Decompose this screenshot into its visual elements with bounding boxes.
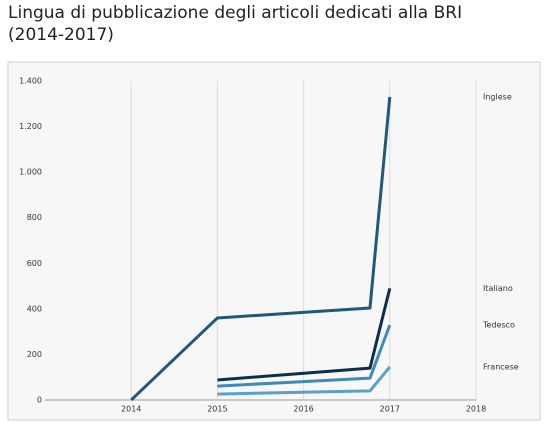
y-tick-label: 200 <box>27 350 42 359</box>
y-tick-label: 800 <box>27 213 42 222</box>
series-line <box>217 324 392 388</box>
y-tick-label: 1.200 <box>19 122 42 131</box>
x-tick-label: 2014 <box>121 405 141 414</box>
y-tick-label: 1.400 <box>19 77 42 86</box>
y-tick-label: 600 <box>27 259 42 268</box>
y-tick-label: 0 <box>37 396 42 405</box>
chart-frame <box>7 61 541 421</box>
y-tick-label: 1.000 <box>19 168 42 177</box>
series-label: Francese <box>483 362 519 371</box>
series-label: Inglese <box>483 92 512 101</box>
series-line <box>217 287 392 382</box>
y-tick-label: 400 <box>27 304 42 313</box>
series-line <box>217 366 391 396</box>
x-tick-label: 2017 <box>380 405 400 414</box>
chart-title: Lingua di pubblicazione degli articoli d… <box>8 3 463 45</box>
series-line <box>130 96 392 402</box>
x-tick-label: 2016 <box>293 405 313 414</box>
x-tick-label: 2018 <box>466 405 486 414</box>
series-label: Tedesco <box>482 321 515 330</box>
x-tick-label: 2015 <box>207 405 227 414</box>
series-label: Italiano <box>483 284 513 293</box>
